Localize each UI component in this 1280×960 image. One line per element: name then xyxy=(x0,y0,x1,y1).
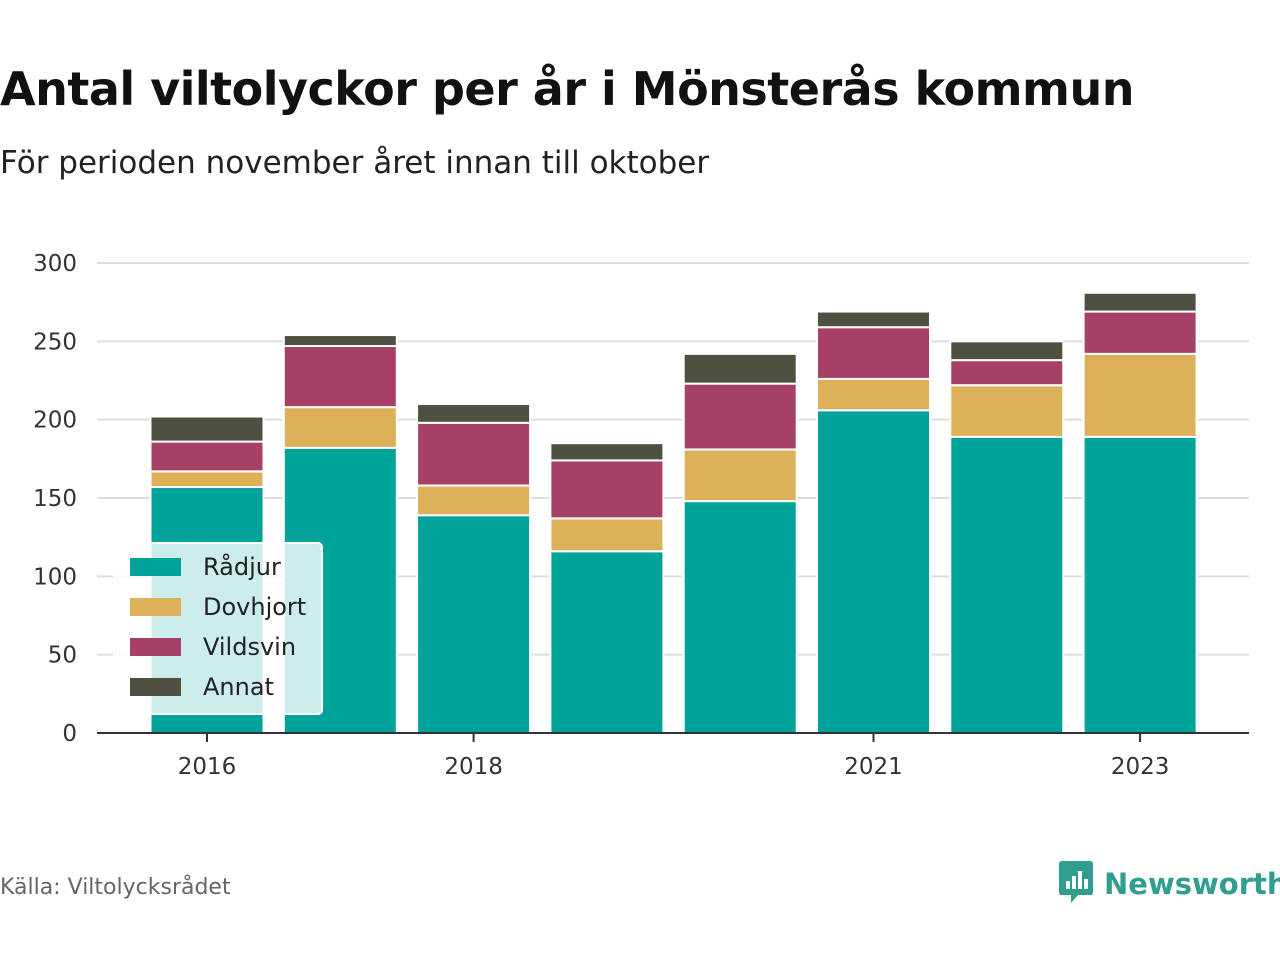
newsworthy-logo-icon xyxy=(1058,859,1094,909)
legend-label: Dovhjort xyxy=(203,593,306,621)
y-tick-label: 200 xyxy=(33,408,77,434)
legend-swatch xyxy=(130,638,181,656)
bar-segment xyxy=(416,403,532,424)
bar-segment xyxy=(549,517,665,553)
bar-segment xyxy=(682,500,798,734)
y-tick-label: 150 xyxy=(33,486,77,512)
bar-segment xyxy=(282,406,398,449)
legend: Rådjur Dovhjort Vildsvin Annat xyxy=(113,542,323,715)
x-tick-label: 2021 xyxy=(844,754,903,780)
legend-label: Vildsvin xyxy=(203,633,296,661)
bar-segment xyxy=(949,435,1065,734)
chart-title: Antal viltolyckor per år i Mönsterås kom… xyxy=(0,62,1134,116)
bar-segment xyxy=(282,345,398,409)
legend-label: Annat xyxy=(203,673,274,701)
x-tick-label: 2016 xyxy=(178,754,237,780)
y-axis-tick-labels: 0 50 100 150 200 250 300 xyxy=(33,251,77,747)
bar-segment xyxy=(149,415,265,443)
bar-segment xyxy=(149,440,265,473)
bar-segment xyxy=(816,326,931,380)
source-note: Källa: Viltolycksrådet xyxy=(0,875,231,900)
bar-segment xyxy=(416,514,532,734)
legend-items: Rådjur Dovhjort Vildsvin Annat xyxy=(130,552,306,701)
legend-swatch xyxy=(130,678,181,696)
bar-segment xyxy=(1082,352,1198,438)
bar-segment xyxy=(949,384,1065,438)
y-tick-label: 300 xyxy=(33,251,77,277)
x-tick-label: 2018 xyxy=(444,754,503,780)
bar-segment xyxy=(549,550,665,734)
chart-subtitle: För perioden november året innan till ok… xyxy=(0,145,710,181)
bar-segment xyxy=(549,442,665,462)
legend-label: Rådjur xyxy=(203,552,281,581)
bar-segment xyxy=(416,421,532,487)
brand-logo: Newsworthy xyxy=(1058,860,1280,908)
brand-name: Newsworthy xyxy=(1104,867,1280,901)
bar-segment xyxy=(682,448,798,503)
bar-segment xyxy=(1082,435,1198,734)
bar-segment xyxy=(682,352,798,385)
bar-segment xyxy=(149,470,265,489)
y-tick-label: 250 xyxy=(33,329,77,355)
bar-segment xyxy=(682,382,798,451)
bar-segment xyxy=(816,377,931,412)
legend-swatch xyxy=(130,558,181,576)
bar-segment xyxy=(416,484,532,517)
bar-segment xyxy=(282,334,398,348)
y-tick-label: 100 xyxy=(33,564,77,590)
bar-segment xyxy=(549,459,665,520)
bar-segment xyxy=(816,409,931,734)
bar-segment xyxy=(816,310,931,329)
y-tick-label: 0 xyxy=(62,721,77,747)
bar-segment xyxy=(949,359,1065,387)
legend-swatch xyxy=(130,598,181,616)
bar-segment xyxy=(1082,291,1198,313)
y-tick-label: 50 xyxy=(48,643,77,669)
bar-segment xyxy=(949,340,1065,362)
x-tick-label: 2023 xyxy=(1111,754,1170,780)
bar-segment xyxy=(1082,310,1198,355)
x-axis-ticks: 2016 2018 2021 2023 xyxy=(178,733,1170,780)
legend-background xyxy=(113,542,323,715)
